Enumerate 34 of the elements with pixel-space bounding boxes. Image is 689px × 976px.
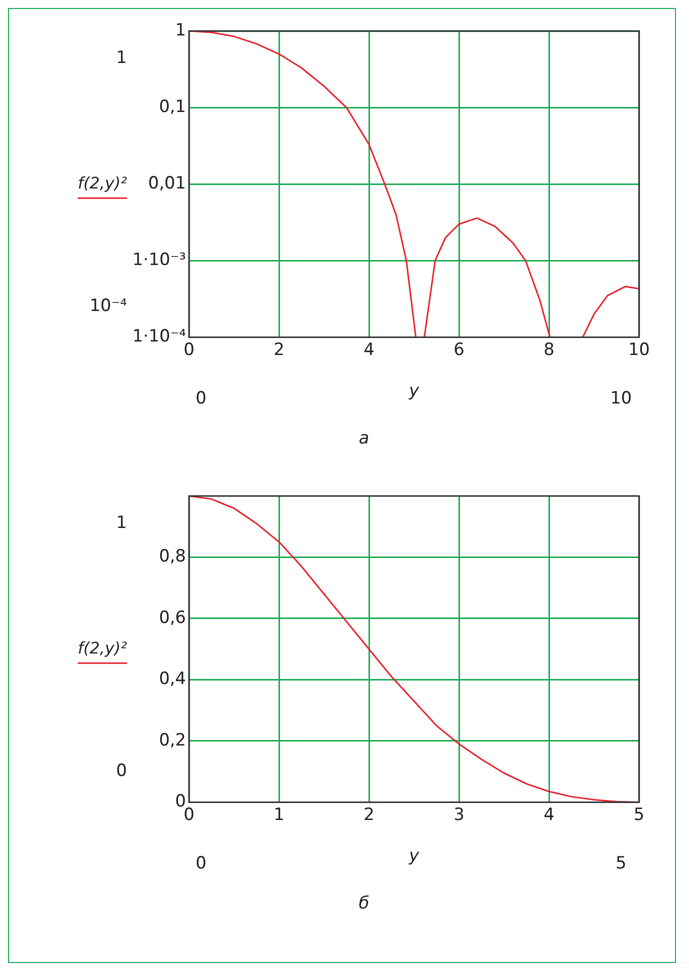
text: 10⁻⁴: [90, 296, 128, 316]
x-tick-label: 4: [364, 340, 374, 360]
text: 10: [610, 388, 632, 409]
x-tick-label: 3: [454, 804, 464, 825]
y-tick-label: 0,1: [158, 96, 186, 117]
text: 0: [196, 388, 206, 409]
x-tick-label: 2: [274, 340, 284, 360]
y-tick-label: 0: [175, 792, 186, 812]
y-tick-label: 0,2: [158, 730, 186, 750]
y-tick-label: 0,01: [148, 174, 186, 194]
x-tick-label: 6: [454, 340, 464, 360]
text: 0: [116, 761, 127, 781]
x-axis-title: y: [408, 846, 420, 866]
y-tick-label: 1: [175, 20, 186, 40]
x-axis-title: y: [408, 381, 420, 402]
x-tick-label: 2: [364, 804, 374, 825]
text: f(2,y)²: [78, 638, 128, 658]
x-tick-label: 10: [628, 340, 650, 360]
text: а: [358, 428, 370, 449]
x-tick-label: 5: [634, 804, 644, 825]
y-tick-label: 1·10⁻⁴: [132, 326, 186, 347]
text: f(2,y)²: [78, 173, 128, 192]
y-tick-label: 0,4: [158, 669, 186, 690]
x-tick-label: 4: [544, 804, 554, 825]
x-tick-label: 8: [544, 340, 554, 360]
text: б: [358, 894, 370, 914]
text: 1: [116, 48, 127, 68]
text: 0: [196, 854, 206, 874]
y-tick-label: 0,8: [158, 546, 186, 567]
x-tick-label: 1: [274, 804, 284, 825]
text: 5: [616, 854, 626, 874]
text: 1: [116, 512, 127, 533]
y-tick-label: 1·10⁻³: [132, 250, 186, 270]
y-tick-label: 0,6: [158, 608, 186, 628]
